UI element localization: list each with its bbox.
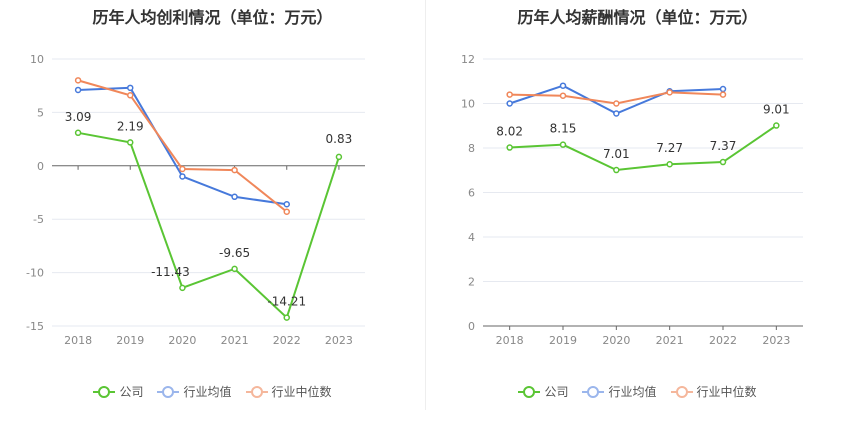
legend-swatch xyxy=(670,385,693,399)
data-point xyxy=(74,77,82,84)
data-point xyxy=(231,265,238,273)
data-point xyxy=(613,166,620,174)
legend-label: 公司 xyxy=(544,385,569,399)
x-tick-label: 2018 xyxy=(64,334,92,347)
salary-chart-panel: 历年人均薪酬情况（单位：万元） 12 10 8 6 4 2 0 2018 2019 2020 202… xyxy=(425,0,850,437)
data-point xyxy=(179,165,186,173)
panel-divider xyxy=(425,0,426,410)
x-tick-label: 2020 xyxy=(168,334,196,347)
data-label: 3.09 xyxy=(65,110,92,124)
legend-item[interactable]: 公司 xyxy=(518,383,568,400)
data-point xyxy=(231,193,238,201)
profit-chart: 10 5 0 -5 -10 -15 2018 2019 2020 2021 2022 2023 3.09… xyxy=(26,53,365,347)
legend-item[interactable]: 行业均值 xyxy=(157,383,232,400)
data-label: -14.21 xyxy=(267,295,306,309)
data-label: -11.43 xyxy=(151,265,190,279)
data-point xyxy=(127,92,134,99)
data-point xyxy=(613,100,620,107)
x-tick-label: 2021 xyxy=(656,334,684,347)
legend-swatch xyxy=(245,385,268,399)
y-tick-label: 8 xyxy=(468,142,475,155)
chart-legend[interactable]: 公司 行业均值 行业中位数 xyxy=(425,383,850,400)
legend-swatch xyxy=(157,385,180,399)
data-point xyxy=(613,110,620,117)
data-point xyxy=(283,314,290,321)
x-tick-label: 2019 xyxy=(549,334,577,347)
legend-label: 行业均值 xyxy=(183,385,232,399)
data-point xyxy=(283,200,290,208)
data-label: 0.83 xyxy=(326,132,353,146)
series-line-0 xyxy=(77,131,340,320)
y-tick-label: -15 xyxy=(26,320,44,333)
data-point xyxy=(506,91,513,98)
data-label: 8.15 xyxy=(550,122,577,136)
legend-swatch xyxy=(518,385,541,399)
data-point xyxy=(74,86,82,94)
legend-label: 行业中位数 xyxy=(271,385,332,399)
legend-swatch xyxy=(582,385,605,399)
legend-item[interactable]: 公司 xyxy=(93,383,143,400)
data-point xyxy=(335,153,343,161)
data-point xyxy=(559,141,567,148)
x-tick-label: 2023 xyxy=(325,334,353,347)
y-tick-label: -10 xyxy=(26,267,44,280)
legend-label: 行业中位数 xyxy=(696,385,757,399)
series-line-2 xyxy=(77,79,288,213)
data-label: 2.19 xyxy=(117,119,144,133)
y-tick-label: 5 xyxy=(37,106,44,119)
data-point xyxy=(179,284,186,292)
y-tick-label: 10 xyxy=(461,98,475,111)
data-point xyxy=(127,84,134,92)
legend-label: 行业均值 xyxy=(608,385,657,399)
x-tick-label: 2022 xyxy=(273,334,301,347)
y-tick-label: 0 xyxy=(468,320,475,333)
x-tick-label: 2022 xyxy=(709,334,737,347)
series-line-1 xyxy=(509,84,724,115)
data-point xyxy=(179,173,186,180)
legend-item[interactable]: 行业中位数 xyxy=(670,383,757,400)
chart-title: 历年人均创利情况（单位：万元） xyxy=(92,8,333,27)
y-tick-label: 10 xyxy=(30,53,44,66)
chart-title: 历年人均薪酬情况（单位：万元） xyxy=(517,8,758,27)
profit-chart-panel: 历年人均创利情况（单位：万元） 10 5 0 -5 -10 -15 2018 2019 2020… xyxy=(0,8,425,400)
y-tick-label: 4 xyxy=(468,231,475,244)
x-tick-label: 2018 xyxy=(496,334,524,347)
x-tick-label: 2020 xyxy=(602,334,630,347)
data-point xyxy=(74,129,82,137)
data-point xyxy=(231,166,238,174)
data-point xyxy=(559,82,567,89)
series-line-0 xyxy=(509,124,777,172)
data-point xyxy=(506,100,513,107)
y-tick-label: 0 xyxy=(37,160,44,173)
data-point xyxy=(506,144,513,151)
data-point xyxy=(559,92,567,99)
y-tick-label: 2 xyxy=(468,276,475,289)
legend-label: 公司 xyxy=(119,385,144,399)
data-point xyxy=(773,122,780,129)
data-point xyxy=(666,160,673,168)
data-point xyxy=(719,91,727,98)
x-tick-label: 2021 xyxy=(221,334,249,347)
legend-swatch xyxy=(93,385,116,399)
data-label: 9.01 xyxy=(763,103,790,117)
data-point xyxy=(719,85,727,93)
data-point xyxy=(283,208,290,215)
x-tick-label: 2019 xyxy=(116,334,144,347)
data-label: 7.27 xyxy=(656,141,683,155)
y-tick-label: 12 xyxy=(461,53,475,66)
x-tick-label: 2023 xyxy=(762,334,790,347)
data-label: 7.37 xyxy=(710,139,737,153)
data-label: -9.65 xyxy=(219,246,250,260)
data-label: 8.02 xyxy=(496,125,523,139)
legend-item[interactable]: 行业中位数 xyxy=(245,383,332,400)
salary-chart: 12 10 8 6 4 2 0 2018 2019 2020 2021 2022 2023 8.02 8.1… xyxy=(461,53,803,347)
chart-legend[interactable]: 公司 行业均值 行业中位数 xyxy=(0,383,425,400)
data-point xyxy=(127,139,134,146)
y-tick-label: 6 xyxy=(468,187,475,200)
legend-item[interactable]: 行业均值 xyxy=(582,383,657,400)
data-point xyxy=(719,158,727,166)
data-point xyxy=(666,89,673,96)
data-label: 7.01 xyxy=(603,147,630,161)
y-tick-label: -5 xyxy=(33,213,44,226)
